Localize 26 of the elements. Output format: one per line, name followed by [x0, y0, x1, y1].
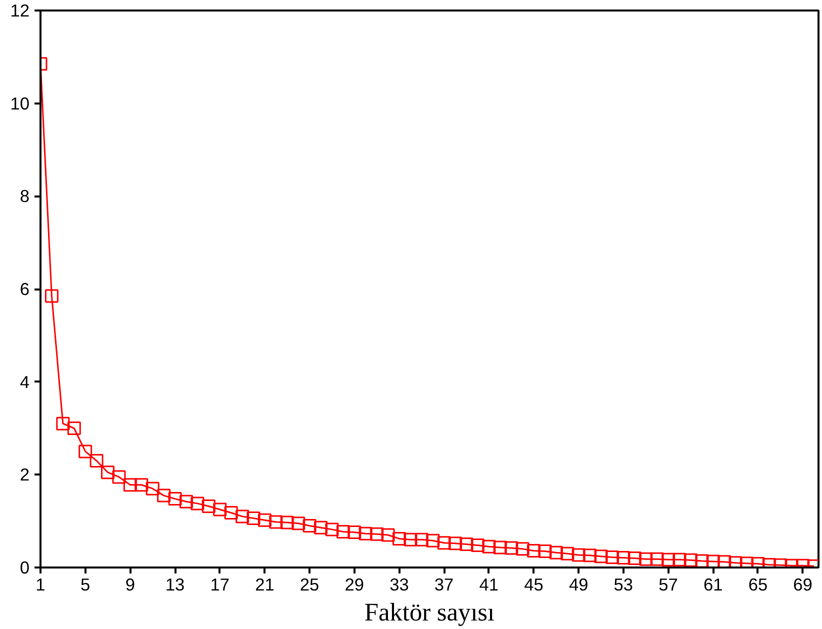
y-tick-label: 12 [10, 0, 30, 20]
y-tick-label: 8 [20, 186, 30, 206]
x-tick-label: 33 [390, 574, 409, 594]
y-tick-label: 4 [20, 372, 30, 392]
y-tick-label: 10 [10, 93, 30, 114]
x-tick-label: 13 [165, 574, 185, 594]
x-tick-label: 1 [36, 574, 46, 594]
x-tick-label: 17 [210, 574, 230, 594]
x-tick-label: 37 [434, 574, 454, 594]
x-tick-label: 45 [524, 574, 544, 594]
x-tick-label: 21 [255, 574, 274, 594]
x-tick-label: 57 [658, 574, 678, 594]
x-tick-label: 9 [125, 574, 136, 594]
x-axis-title: Faktör sayısı [364, 598, 495, 626]
y-tick-label: 0 [20, 558, 30, 578]
x-tick-label: 5 [80, 574, 90, 594]
x-tick-label: 69 [793, 574, 812, 594]
y-tick-label: 2 [20, 464, 30, 485]
x-tick-label: 41 [479, 574, 499, 594]
x-tick-label: 61 [703, 574, 723, 594]
x-tick-label: 29 [344, 574, 364, 594]
x-tick-label: 49 [568, 574, 588, 594]
x-tick-label: 25 [300, 574, 320, 594]
y-tick-label: 6 [20, 279, 30, 299]
x-tick-label: 65 [748, 574, 768, 594]
x-tick-label: 53 [614, 574, 634, 594]
